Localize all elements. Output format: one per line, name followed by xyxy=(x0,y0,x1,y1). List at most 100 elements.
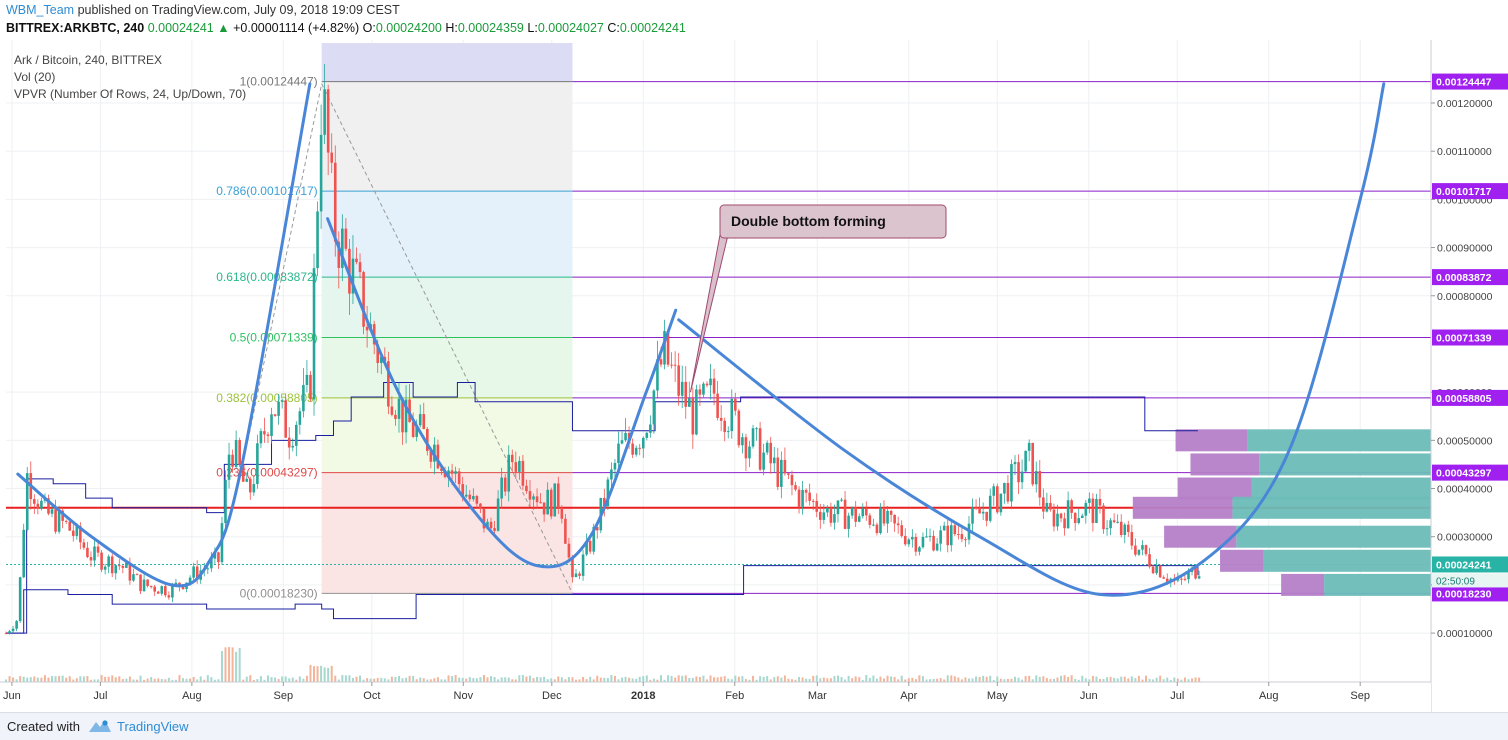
candle-body xyxy=(1056,514,1059,527)
candle-body xyxy=(65,521,68,522)
volume-bar xyxy=(1138,676,1140,682)
candle-body xyxy=(865,508,868,515)
candle-body xyxy=(146,580,149,586)
volume-bar xyxy=(355,677,357,682)
volume-bar xyxy=(1025,676,1027,682)
volume-bar xyxy=(140,676,142,682)
candle-body xyxy=(876,525,879,533)
author-link[interactable]: WBM_Team xyxy=(6,3,74,17)
price-axis-label: 0.00120000 xyxy=(1437,98,1493,110)
volume-bar xyxy=(1095,677,1097,682)
candle-body xyxy=(769,443,772,463)
volume-bar xyxy=(646,675,648,682)
candle-body xyxy=(1099,499,1102,506)
candle-body xyxy=(245,479,248,482)
volume-bar xyxy=(550,678,552,682)
candle-body xyxy=(840,500,843,501)
open-label: O: xyxy=(363,21,376,35)
candle-body xyxy=(582,554,585,575)
volume-bar xyxy=(76,678,78,682)
candle-body xyxy=(900,525,903,536)
volume-bar xyxy=(610,675,612,682)
candle-body xyxy=(847,516,850,529)
volume-bar xyxy=(9,676,11,682)
candle-body xyxy=(791,475,794,485)
volume-bar xyxy=(1071,675,1073,682)
volume-bar xyxy=(150,677,152,682)
candle-body xyxy=(985,512,988,521)
candle-body xyxy=(741,437,744,445)
volume-bar xyxy=(660,675,662,682)
legend-volume[interactable]: Vol (20) xyxy=(14,70,55,84)
candle-body xyxy=(826,508,829,513)
candle-body xyxy=(893,515,896,524)
candle-body xyxy=(699,389,702,394)
volume-profile-up-bar xyxy=(1248,429,1431,451)
candle-body xyxy=(302,385,305,411)
volume-bar xyxy=(324,667,326,682)
volume-bar xyxy=(394,677,396,682)
legend-title[interactable]: Ark / Bitcoin, 240, BITTREX xyxy=(14,53,162,67)
candle-body xyxy=(1127,525,1130,532)
level-price-badge-label: 0.00018230 xyxy=(1436,588,1492,600)
volume-bar xyxy=(826,678,828,682)
volume-bar xyxy=(86,676,88,682)
volume-bar xyxy=(957,677,959,682)
level-price-badge-label: 0.00043297 xyxy=(1436,468,1492,480)
volume-bar xyxy=(40,678,42,682)
candle-body xyxy=(578,574,581,576)
volume-bar xyxy=(37,678,39,682)
volume-bar xyxy=(557,676,559,682)
candle-body xyxy=(1180,579,1183,580)
time-axis-label: Sep xyxy=(274,690,294,702)
candle-body xyxy=(1088,499,1091,503)
time-axis-label: Apr xyxy=(900,690,917,702)
volume-bar xyxy=(887,676,889,682)
candle-body xyxy=(610,469,613,479)
volume-bar xyxy=(678,675,680,682)
volume-bar xyxy=(681,676,683,682)
volume-bar xyxy=(908,678,910,682)
chart-area[interactable]: 1(0.00124447)0.786(0.00101717)0.618(0.00… xyxy=(0,40,1508,712)
price-axis-label: 0.00030000 xyxy=(1437,532,1493,544)
fib-level-label: 0.786(0.00101717) xyxy=(216,184,317,198)
volume-bar xyxy=(30,677,32,682)
candle-body xyxy=(150,586,153,587)
candle-body xyxy=(546,490,549,515)
candle-body xyxy=(1184,579,1187,580)
candle-body xyxy=(946,526,949,546)
candle-body xyxy=(249,479,252,493)
candle-body xyxy=(299,411,302,425)
price-chart[interactable]: 1(0.00124447)0.786(0.00101717)0.618(0.00… xyxy=(0,40,1508,712)
volume-bar xyxy=(472,678,474,682)
candle-body xyxy=(323,89,326,135)
volume-profile-down-bar xyxy=(1178,478,1252,500)
candle-body xyxy=(451,470,454,473)
volume-bar xyxy=(111,675,113,682)
candle-body xyxy=(1021,472,1024,483)
volume-bar xyxy=(625,677,627,682)
fib-zone xyxy=(322,277,573,337)
volume-bar xyxy=(83,676,85,682)
tradingview-logo-icon[interactable] xyxy=(88,718,112,734)
volume-bar xyxy=(366,678,368,682)
legend-vpvr[interactable]: VPVR (Number Of Rows, 24, Up/Down, 70) xyxy=(14,87,246,101)
volume-bar xyxy=(409,676,411,682)
candle-body xyxy=(1141,545,1144,550)
candle-body xyxy=(164,586,167,595)
volume-bar xyxy=(536,677,538,682)
volume-bar xyxy=(1195,678,1197,682)
candle-body xyxy=(493,528,496,531)
volume-bar xyxy=(398,676,400,682)
candle-body xyxy=(716,394,719,418)
volume-bar xyxy=(724,676,726,682)
published-text: published on TradingView.com, July 09, 2… xyxy=(78,3,400,17)
volume-bar xyxy=(1184,677,1186,682)
volume-bar xyxy=(561,677,563,682)
candle-body xyxy=(345,229,348,249)
tradingview-brand-link[interactable]: TradingView xyxy=(117,719,189,734)
volume-bar xyxy=(596,676,598,682)
candle-body xyxy=(681,382,684,396)
candle-body xyxy=(1024,451,1027,472)
symbol-label: BITTREX:ARKBTC, 240 xyxy=(6,21,144,35)
